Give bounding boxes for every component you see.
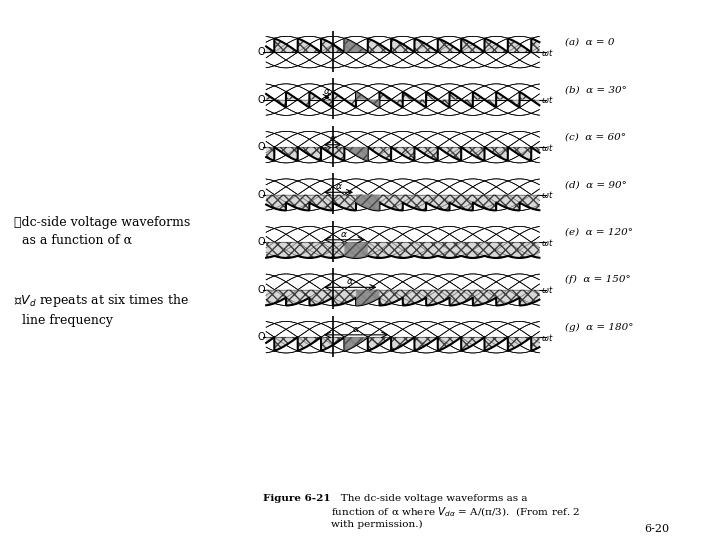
Text: (c)  α = 60°: (c) α = 60°: [565, 133, 626, 142]
Text: ❖dc-side voltage waveforms
  as a function of α: ❖dc-side voltage waveforms as a function…: [14, 216, 191, 247]
Text: O: O: [258, 332, 265, 342]
Text: The dc-side voltage waveforms as a
function of α where $V_{d\alpha}$ = A/(π/3). : The dc-side voltage waveforms as a funct…: [331, 494, 580, 529]
Text: (a)  α = 0: (a) α = 0: [565, 38, 615, 47]
Text: $\alpha$: $\alpha$: [346, 277, 354, 286]
Text: $\alpha$: $\alpha$: [323, 87, 330, 96]
Text: $\alpha$: $\alpha$: [335, 182, 343, 191]
Text: O: O: [258, 47, 265, 57]
Text: (g)  α = 180°: (g) α = 180°: [565, 323, 634, 332]
Text: (f)  α = 150°: (f) α = 150°: [565, 275, 631, 285]
Text: $\omega t$: $\omega t$: [541, 284, 554, 295]
Text: $\omega t$: $\omega t$: [541, 141, 554, 153]
Text: $\omega t$: $\omega t$: [541, 46, 554, 58]
Text: $\omega t$: $\omega t$: [541, 189, 554, 200]
Text: Figure 6-21: Figure 6-21: [263, 494, 330, 503]
Text: O: O: [258, 142, 265, 152]
Text: $\omega t$: $\omega t$: [541, 332, 554, 343]
Text: $\alpha$: $\alpha$: [352, 325, 360, 334]
Text: O: O: [258, 94, 265, 105]
Text: $\alpha$: $\alpha$: [341, 230, 348, 239]
Text: ❖$V_d$ repeats at six times the
  line frequency: ❖$V_d$ repeats at six times the line fre…: [14, 292, 189, 327]
Text: $\alpha$: $\alpha$: [329, 134, 337, 144]
Text: (d)  α = 90°: (d) α = 90°: [565, 180, 627, 190]
Text: $\omega t$: $\omega t$: [541, 94, 554, 105]
Text: O: O: [258, 237, 265, 247]
Text: (e)  α = 120°: (e) α = 120°: [565, 228, 633, 237]
Text: 6-20: 6-20: [644, 524, 670, 534]
Text: $\omega t$: $\omega t$: [541, 237, 554, 248]
Text: O: O: [258, 190, 265, 200]
Text: (b)  α = 30°: (b) α = 30°: [565, 85, 627, 94]
Text: O: O: [258, 285, 265, 295]
